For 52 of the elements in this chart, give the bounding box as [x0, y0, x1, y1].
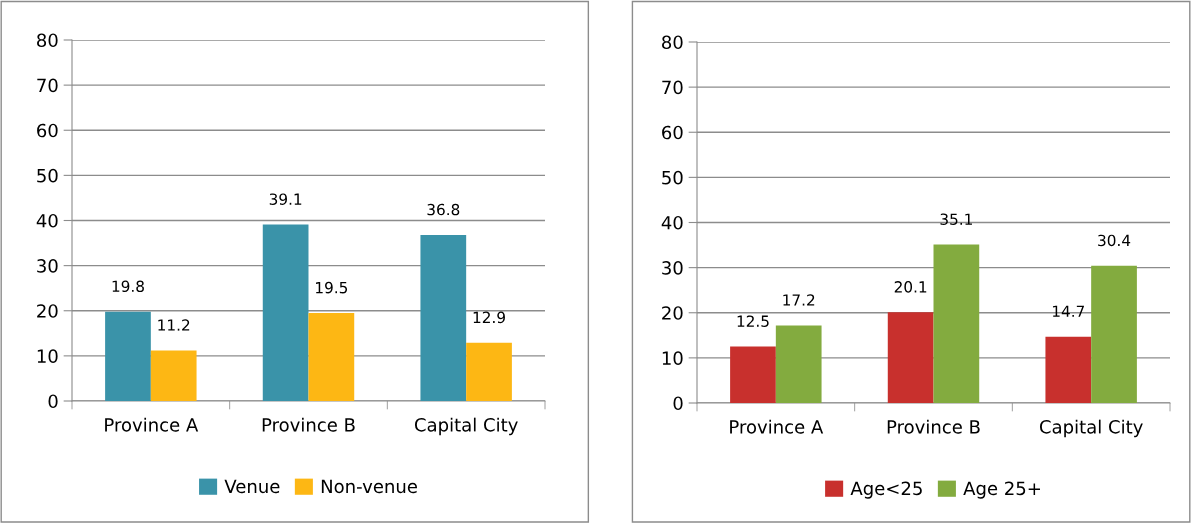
- data-label: 30.4: [1098, 234, 1131, 247]
- data-label: 36.8: [427, 203, 460, 216]
- y-tick-label: 0: [673, 396, 683, 411]
- bar: [466, 342, 512, 401]
- legend-label: Venue: [224, 479, 280, 494]
- y-tick-label: 50: [662, 170, 683, 185]
- bar: [105, 311, 151, 401]
- legend-label: Age<25: [850, 481, 922, 499]
- y-tick-label: 0: [48, 394, 58, 409]
- bar: [1091, 265, 1137, 403]
- data-label: 19.5: [316, 281, 348, 294]
- legend-label: Age 25+: [963, 481, 1040, 499]
- y-tick-label: 20: [37, 304, 58, 318]
- bar: [730, 346, 776, 403]
- data-label: 19.8: [112, 280, 144, 293]
- y-tick-label: 30: [662, 261, 683, 275]
- y-tick-label: 10: [662, 351, 683, 365]
- bar: [1045, 336, 1092, 403]
- bar: [262, 224, 309, 401]
- y-tick-label: 70: [662, 80, 683, 95]
- data-label: 39.1: [269, 193, 302, 205]
- x-tick-label: Province B: [262, 417, 355, 432]
- data-label: 20.1: [894, 281, 927, 293]
- y-tick-label: 30: [37, 259, 58, 273]
- bar: [775, 325, 822, 403]
- data-label: 35.1: [940, 213, 972, 225]
- y-tick-label: 40: [661, 215, 683, 230]
- y-tick-label: 70: [37, 78, 58, 93]
- y-tick-label: 10: [37, 349, 58, 363]
- x-tick-label: Province B: [887, 419, 980, 434]
- y-tick-label: 50: [37, 168, 58, 183]
- bar: [308, 313, 355, 401]
- y-tick-label: 40: [36, 213, 58, 228]
- bar: [150, 350, 197, 401]
- bar: [420, 234, 467, 401]
- x-tick-label: Province A: [730, 419, 824, 434]
- legend-label: Non-venue: [321, 479, 417, 494]
- data-label: 17.2: [783, 294, 815, 306]
- y-tick-label: 60: [662, 125, 683, 140]
- bar: [887, 312, 934, 403]
- y-tick-label: 80: [37, 33, 58, 48]
- data-label: 14.7: [1052, 305, 1085, 317]
- y-tick-label: 20: [662, 306, 683, 320]
- y-tick-label: 60: [37, 123, 58, 138]
- data-label: 12.5: [737, 315, 769, 327]
- data-label: 12.9: [473, 311, 505, 324]
- x-tick-label: Capital City: [1039, 419, 1143, 438]
- data-label: 11.2: [158, 319, 190, 331]
- x-tick-label: Capital City: [414, 417, 518, 436]
- x-tick-label: Province A: [105, 417, 199, 432]
- bar: [933, 244, 980, 403]
- y-tick-label: 80: [662, 35, 683, 50]
